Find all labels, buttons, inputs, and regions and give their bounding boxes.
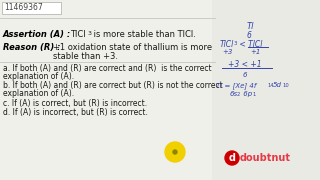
Text: 3: 3 [87, 31, 92, 36]
FancyBboxPatch shape [2, 1, 60, 14]
Text: Reason (R) :: Reason (R) : [3, 43, 60, 52]
Circle shape [165, 142, 185, 162]
Text: < TlCl: < TlCl [237, 40, 262, 49]
Circle shape [225, 151, 239, 165]
Text: Assertion (A) :: Assertion (A) : [3, 30, 71, 39]
Text: b. If both (A) and (R) are correct but (R) is not the correct: b. If both (A) and (R) are correct but (… [3, 81, 223, 90]
Text: doubtnut: doubtnut [240, 153, 291, 163]
Text: c. If (A) is correct, but (R) is incorrect.: c. If (A) is correct, but (R) is incorre… [3, 99, 147, 108]
Text: +3: +3 [222, 49, 232, 55]
Text: +1: +1 [250, 49, 260, 55]
Text: d. If (A) is incorrect, but (R) is correct.: d. If (A) is incorrect, but (R) is corre… [3, 108, 148, 117]
Text: TlCl: TlCl [70, 30, 86, 39]
Text: Tl = [Xe] 4f: Tl = [Xe] 4f [216, 82, 256, 89]
FancyBboxPatch shape [212, 0, 320, 180]
Text: +3 < +1: +3 < +1 [228, 60, 262, 69]
Circle shape [173, 150, 177, 154]
Text: TlCl: TlCl [220, 40, 234, 49]
Text: 6p: 6p [241, 91, 252, 97]
Text: 11469367: 11469367 [4, 3, 43, 12]
Text: explanation of (A).: explanation of (A). [3, 72, 74, 81]
Text: 5d: 5d [273, 82, 282, 88]
Text: 6: 6 [243, 72, 247, 78]
Text: +1 oxidation state of thallium is more: +1 oxidation state of thallium is more [53, 43, 212, 52]
Text: stable than +3.: stable than +3. [53, 52, 118, 61]
Text: 6: 6 [247, 31, 252, 40]
Text: 2: 2 [237, 92, 240, 97]
Text: 1: 1 [252, 92, 255, 97]
Text: a. If both (A) and (R) are correct and (R)  is the correct: a. If both (A) and (R) are correct and (… [3, 64, 212, 73]
Text: 6s: 6s [230, 91, 238, 97]
Text: is more stable than TlCl.: is more stable than TlCl. [91, 30, 196, 39]
Text: 10: 10 [282, 83, 289, 88]
Text: 3: 3 [234, 41, 237, 46]
Text: explanation of (A).: explanation of (A). [3, 89, 74, 98]
Text: 14: 14 [267, 83, 274, 88]
Text: Tl: Tl [247, 22, 254, 31]
Text: d: d [228, 153, 236, 163]
